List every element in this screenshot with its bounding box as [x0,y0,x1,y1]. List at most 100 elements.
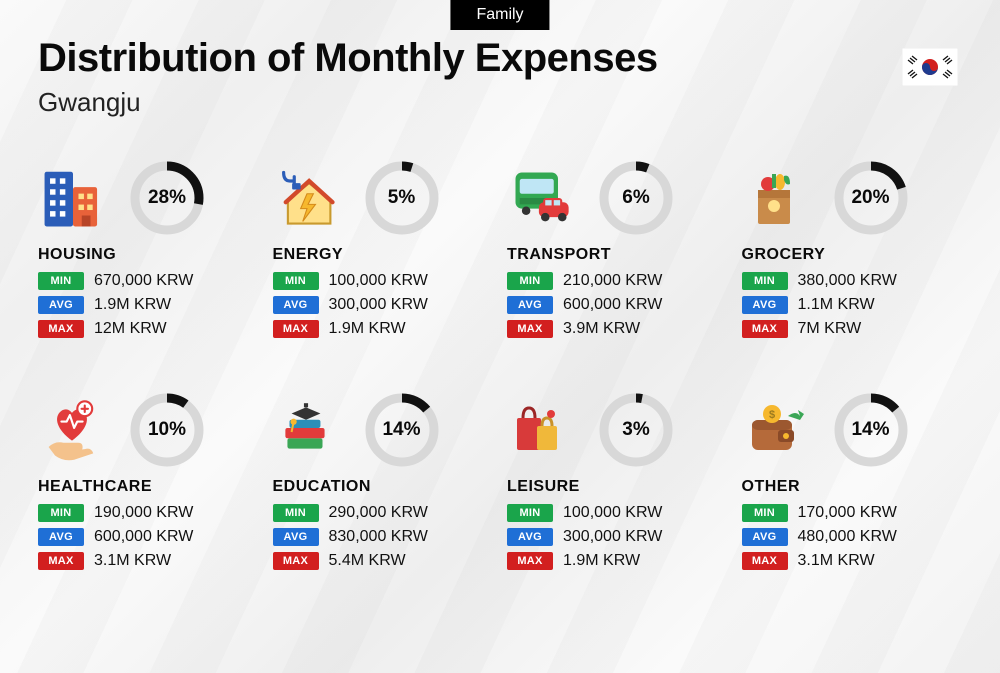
avg-value: 1.1M KRW [798,296,875,314]
card-top: 10% [38,392,259,468]
percent-donut: 28% [130,161,204,235]
energy-house-icon [273,160,353,236]
percent-donut: 14% [365,393,439,467]
stat-max: MAX 3.1M KRW [742,552,963,570]
expense-card-other: $ 14% OTHER MIN 170,000 KRW AVG 480,000 … [742,392,963,576]
category-name: OTHER [742,478,963,496]
page-subtitle: Gwangju [38,87,962,118]
max-badge: MAX [38,552,84,570]
percent-donut: 3% [599,393,673,467]
min-value: 100,000 KRW [563,504,662,522]
avg-value: 600,000 KRW [94,528,193,546]
stat-max: MAX 5.4M KRW [273,552,494,570]
min-value: 210,000 KRW [563,272,662,290]
avg-badge: AVG [507,528,553,546]
expense-card-education: 14% EDUCATION MIN 290,000 KRW AVG 830,00… [273,392,494,576]
avg-value: 300,000 KRW [563,528,662,546]
max-value: 3.1M KRW [798,552,875,570]
max-badge: MAX [273,320,319,338]
stat-min: MIN 290,000 KRW [273,504,494,522]
min-badge: MIN [38,504,84,522]
category-name: TRANSPORT [507,246,728,264]
expense-card-healthcare: 10% HEALTHCARE MIN 190,000 KRW AVG 600,0… [38,392,259,576]
min-value: 100,000 KRW [329,272,428,290]
percent-label: 6% [599,161,673,235]
stat-min: MIN 210,000 KRW [507,272,728,290]
max-value: 3.1M KRW [94,552,171,570]
shopping-bags-icon [507,392,587,468]
avg-badge: AVG [273,528,319,546]
grocery-bag-icon [742,160,822,236]
stat-avg: AVG 480,000 KRW [742,528,963,546]
avg-value: 300,000 KRW [329,296,428,314]
stat-max: MAX 1.9M KRW [507,552,728,570]
min-value: 290,000 KRW [329,504,428,522]
expense-card-energy: 5% ENERGY MIN 100,000 KRW AVG 300,000 KR… [273,160,494,344]
min-badge: MIN [507,272,553,290]
max-badge: MAX [507,552,553,570]
avg-badge: AVG [507,296,553,314]
min-badge: MIN [742,272,788,290]
category-name: HOUSING [38,246,259,264]
category-name: GROCERY [742,246,963,264]
max-value: 1.9M KRW [329,320,406,338]
card-top: 5% [273,160,494,236]
stat-min: MIN 380,000 KRW [742,272,963,290]
min-value: 170,000 KRW [798,504,897,522]
stat-min: MIN 100,000 KRW [273,272,494,290]
percent-label: 20% [834,161,908,235]
percent-label: 14% [365,393,439,467]
min-badge: MIN [273,272,319,290]
max-value: 1.9M KRW [563,552,640,570]
percent-donut: 5% [365,161,439,235]
card-top: 20% [742,160,963,236]
stat-max: MAX 1.9M KRW [273,320,494,338]
country-flag-icon [902,48,958,86]
stat-avg: AVG 1.1M KRW [742,296,963,314]
avg-badge: AVG [742,296,788,314]
min-value: 670,000 KRW [94,272,193,290]
avg-badge: AVG [38,296,84,314]
stat-max: MAX 12M KRW [38,320,259,338]
expense-card-leisure: 3% LEISURE MIN 100,000 KRW AVG 300,000 K… [507,392,728,576]
expense-grid: 28% HOUSING MIN 670,000 KRW AVG 1.9M KRW… [38,160,962,576]
max-value: 12M KRW [94,320,167,338]
category-name: HEALTHCARE [38,478,259,496]
expense-card-housing: 28% HOUSING MIN 670,000 KRW AVG 1.9M KRW… [38,160,259,344]
avg-value: 480,000 KRW [798,528,897,546]
min-badge: MIN [507,504,553,522]
expense-card-transport: 6% TRANSPORT MIN 210,000 KRW AVG 600,000… [507,160,728,344]
max-badge: MAX [38,320,84,338]
max-value: 7M KRW [798,320,862,338]
avg-value: 1.9M KRW [94,296,171,314]
bus-car-icon [507,160,587,236]
avg-value: 830,000 KRW [329,528,428,546]
stat-avg: AVG 830,000 KRW [273,528,494,546]
min-value: 380,000 KRW [798,272,897,290]
avg-badge: AVG [273,296,319,314]
category-name: ENERGY [273,246,494,264]
card-top: 6% [507,160,728,236]
avg-value: 600,000 KRW [563,296,662,314]
percent-label: 10% [130,393,204,467]
stat-avg: AVG 600,000 KRW [507,296,728,314]
percent-label: 28% [130,161,204,235]
max-badge: MAX [742,552,788,570]
percent-label: 5% [365,161,439,235]
wallet-arrow-icon: $ [742,392,822,468]
stat-avg: AVG 1.9M KRW [38,296,259,314]
grad-books-icon [273,392,353,468]
stat-avg: AVG 600,000 KRW [38,528,259,546]
percent-donut: 10% [130,393,204,467]
stat-min: MIN 170,000 KRW [742,504,963,522]
percent-label: 14% [834,393,908,467]
percent-donut: 14% [834,393,908,467]
min-value: 190,000 KRW [94,504,193,522]
page-title: Distribution of Monthly Expenses [38,36,962,81]
expense-card-grocery: 20% GROCERY MIN 380,000 KRW AVG 1.1M KRW… [742,160,963,344]
heart-hand-icon [38,392,118,468]
avg-badge: AVG [742,528,788,546]
category-name: LEISURE [507,478,728,496]
percent-donut: 20% [834,161,908,235]
stat-avg: AVG 300,000 KRW [507,528,728,546]
